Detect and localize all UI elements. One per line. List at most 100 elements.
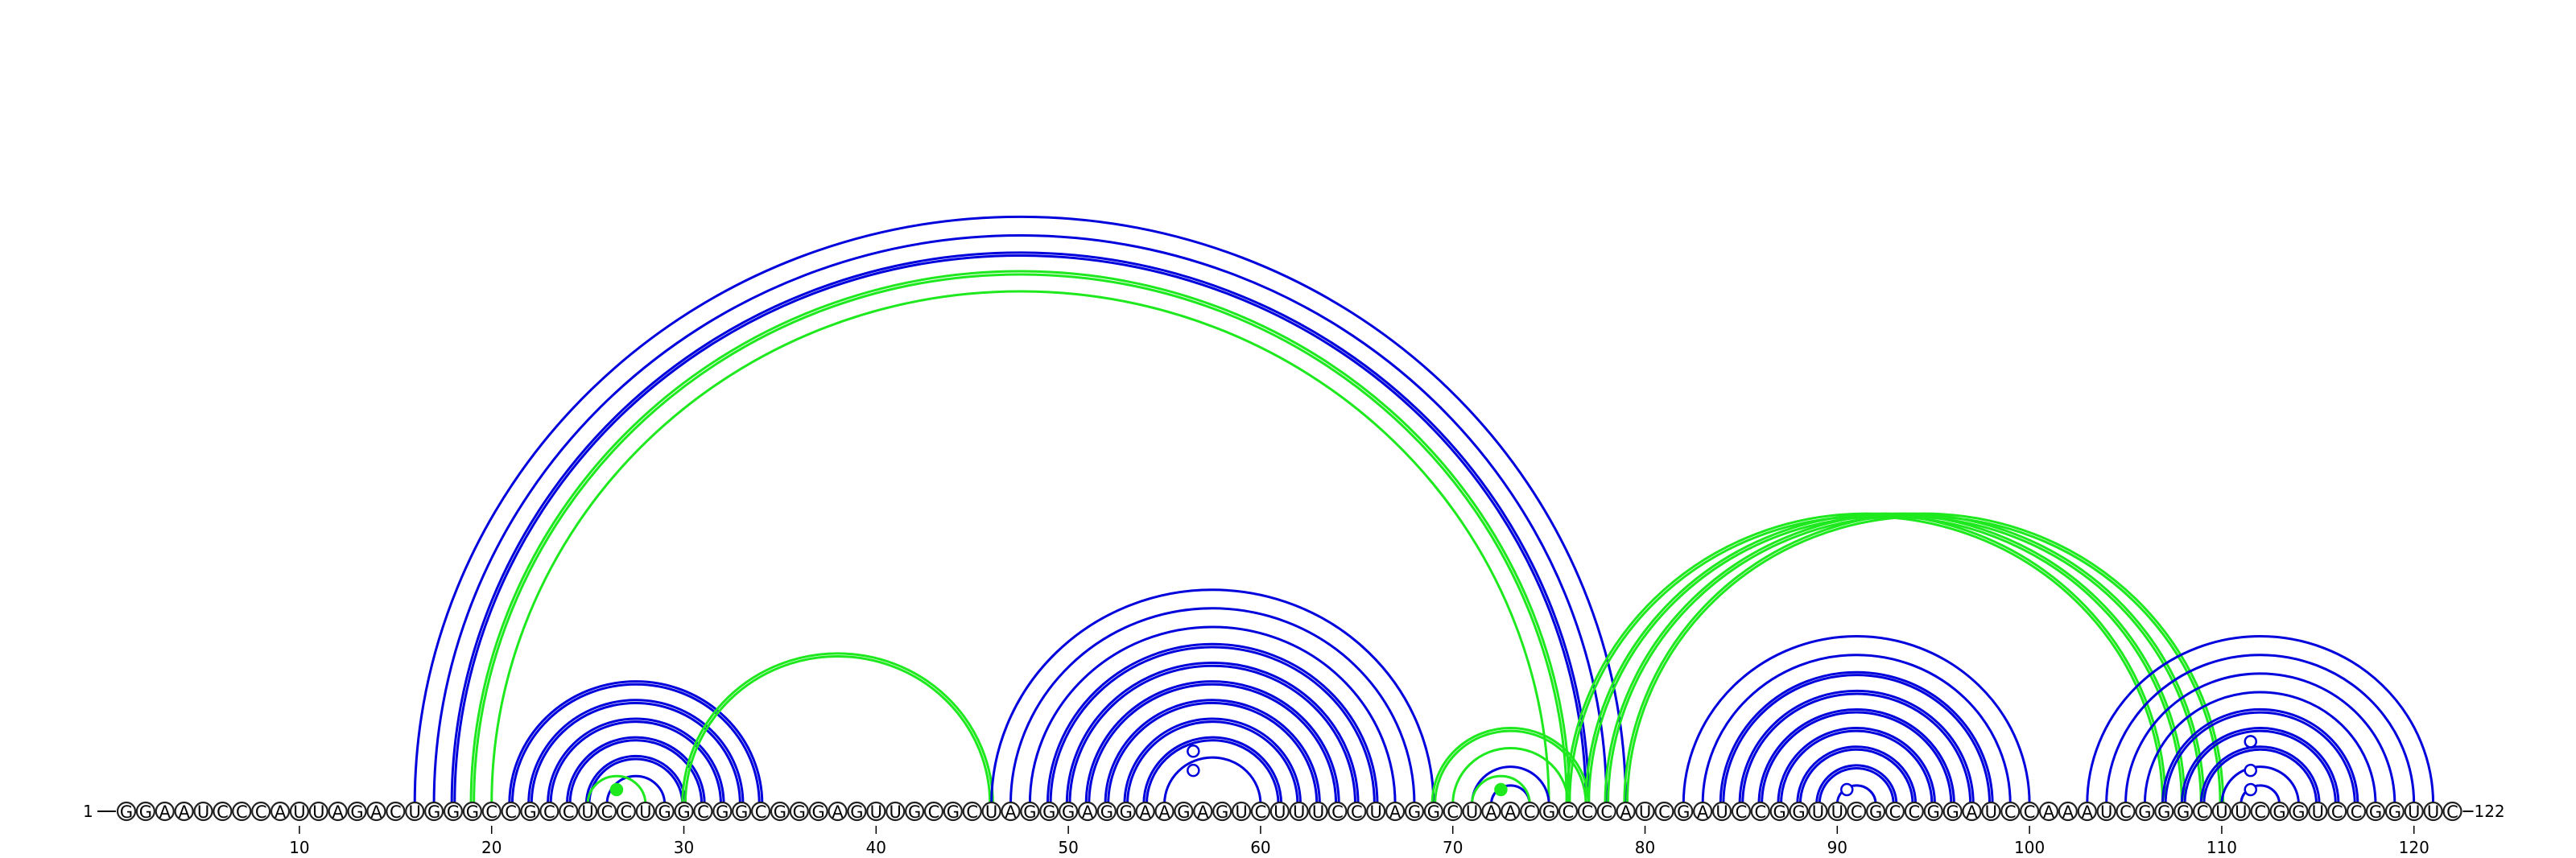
nucleotide-116: C xyxy=(2327,801,2347,822)
arc-71-74 xyxy=(1471,774,1531,805)
nucleotide-65: C xyxy=(1347,801,1367,822)
arc-25-30-strand-2 xyxy=(584,754,687,805)
nucleotide-circle-46 xyxy=(981,801,1001,822)
nucleotide-letter-93: C xyxy=(1889,802,1901,822)
nucleotide-89: U xyxy=(1808,801,1828,822)
nucleotide-letter-55: A xyxy=(1158,802,1170,822)
nucleotide-circle-84 xyxy=(1711,801,1732,822)
nucleotide-circle-48 xyxy=(1020,801,1040,822)
nucleotide-74: C xyxy=(1520,801,1540,822)
nucleotide-circle-94 xyxy=(1904,801,1924,822)
arc-86-96-strand-1 xyxy=(1761,711,1953,805)
arc-54-61-strand-2 xyxy=(1142,736,1283,805)
nucleotide-48: G xyxy=(1020,801,1040,822)
nucleotide-letter-61: U xyxy=(1274,802,1286,822)
nucleotide-94: C xyxy=(1904,801,1924,822)
nucleotide-96: G xyxy=(1942,801,1963,822)
nucleotide-121: U xyxy=(2423,801,2443,822)
nucleotide-circle-58 xyxy=(1212,801,1232,822)
nucleotide-41: U xyxy=(886,801,906,822)
arc-52-63-strand-1 xyxy=(1107,701,1319,805)
nucleotide-letter-109: C xyxy=(2197,802,2209,822)
nucleotide-letter-110: U xyxy=(2215,802,2227,822)
arc-50-65-strand-1 xyxy=(1068,664,1357,805)
arc-107-117-strand-1 xyxy=(2164,711,2356,805)
nucleotide-letter-82: G xyxy=(1677,802,1690,822)
nucleotide-14: A xyxy=(366,801,386,822)
nucleotide-38: A xyxy=(828,801,848,822)
nucleotide-circle-49 xyxy=(1039,801,1059,822)
arc-23-32-strand-2 xyxy=(547,717,725,805)
nucleotide-79: A xyxy=(1616,801,1636,822)
nucleotide-letter-83: A xyxy=(1697,802,1709,822)
nucleotide-86: C xyxy=(1750,801,1770,822)
nucleotide-letter-29: G xyxy=(658,802,671,822)
nucleotide-letter-27: C xyxy=(621,802,633,822)
nucleotide-circle-115 xyxy=(2308,801,2328,822)
nucleotide-92: G xyxy=(1865,801,1886,822)
nucleotide-letter-94: C xyxy=(1909,802,1921,822)
nucleotide-69: G xyxy=(1423,801,1443,822)
nucleotide-circle-103 xyxy=(2077,801,2097,822)
arc-25-30-strand-1 xyxy=(588,757,684,805)
nucleotide-letter-89: U xyxy=(1812,802,1824,822)
nucleotide-letter-92: G xyxy=(1869,802,1882,822)
arc-90-92 xyxy=(1835,784,1877,805)
nucleotide-circle-18 xyxy=(443,801,464,822)
nucleotide-circle-121 xyxy=(2423,801,2443,822)
nucleotide-circle-55 xyxy=(1154,801,1174,822)
apex-marker-1 xyxy=(609,782,624,797)
nucleotide-18: G xyxy=(443,801,464,822)
nucleotide-95: G xyxy=(1923,801,1943,822)
nucleotide-circle-118 xyxy=(2365,801,2386,822)
nucleotide-letter-98: U xyxy=(1985,802,1997,822)
nucleotide-45: C xyxy=(962,801,982,822)
nucleotide-circle-28 xyxy=(635,801,655,822)
nucleotide-letter-73: A xyxy=(1505,802,1517,822)
nucleotide-circle-50 xyxy=(1059,801,1079,822)
nucleotide-circle-10 xyxy=(289,801,310,822)
arc-20-75 xyxy=(490,290,1550,805)
nucleotide-circle-69 xyxy=(1423,801,1443,822)
nucleotide-60: C xyxy=(1250,801,1271,822)
nucleotide-letter-90: U xyxy=(1831,802,1843,822)
apex-marker-5 xyxy=(1840,782,1854,797)
nucleotide-17: G xyxy=(423,801,444,822)
nucleotide-31: C xyxy=(693,801,713,822)
nucleotide-115: U xyxy=(2308,801,2328,822)
arc-54-61-strand-1 xyxy=(1145,739,1280,805)
nucleotide-103: A xyxy=(2077,801,2097,822)
nucleotide-circle-112 xyxy=(2250,801,2270,822)
nucleotide-105: C xyxy=(2116,801,2136,822)
nucleotide-77: C xyxy=(1577,801,1597,822)
nucleotide-110: U xyxy=(2211,801,2232,822)
nucleotide-letter-81: C xyxy=(1658,802,1670,822)
nucleotide-circle-4 xyxy=(174,801,194,822)
arc-53-62-strand-2 xyxy=(1123,717,1302,805)
nucleotide-letter-31: C xyxy=(697,802,709,822)
nucleotide-102: A xyxy=(2058,801,2078,822)
nucleotide-letter-41: U xyxy=(890,802,902,822)
nucleotide-letter-107: G xyxy=(2157,802,2170,822)
arc-69-77-strand-2 xyxy=(1430,727,1591,805)
nucleotide-circle-2 xyxy=(135,801,155,822)
nucleotide-59: U xyxy=(1231,801,1252,822)
nucleotide-letter-114: G xyxy=(2292,802,2305,822)
nucleotide-letter-47: A xyxy=(1005,802,1017,822)
nucleotide-25: U xyxy=(578,801,598,822)
nucleotide-letter-53: G xyxy=(1120,802,1133,822)
nucleotide-circle-30 xyxy=(674,801,694,822)
nucleotide-100: C xyxy=(2020,801,2040,822)
nucleotide-circle-90 xyxy=(1827,801,1847,822)
nucleotide-letter-88: G xyxy=(1792,802,1805,822)
arc-82-100 xyxy=(1682,635,2031,805)
nucleotide-letter-9: A xyxy=(275,802,287,822)
nucleotide-circle-33 xyxy=(732,801,752,822)
start-label: 1 xyxy=(83,802,93,821)
end-label: 122 xyxy=(2474,802,2504,821)
nucleotide-circle-102 xyxy=(2058,801,2078,822)
nucleotide-circle-99 xyxy=(2000,801,2021,822)
nucleotide-114: G xyxy=(2289,801,2309,822)
nucleotide-circle-72 xyxy=(1481,801,1501,822)
